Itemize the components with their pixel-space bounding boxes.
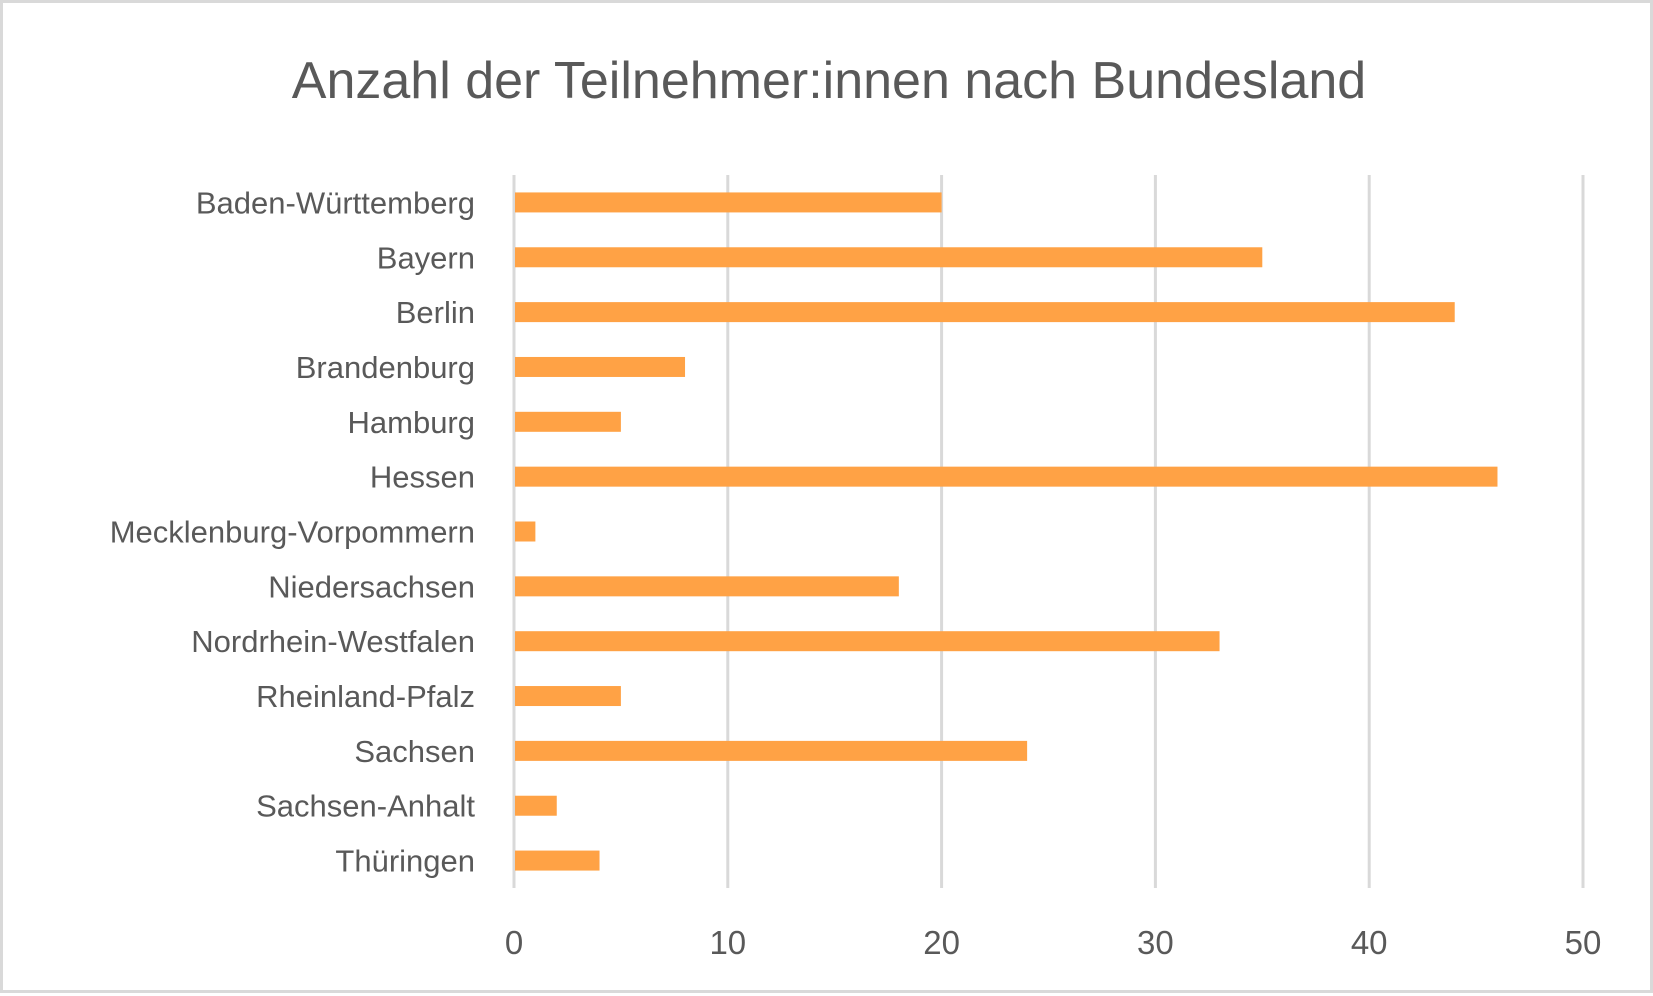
- x-axis-tick-labels: 0 10 20 30 40 50: [505, 924, 1602, 961]
- bar-chart: Anzahl der Teilnehmer:innen nach Bundesl…: [110, 52, 1602, 961]
- bar: [515, 631, 1220, 652]
- category-label: Berlin: [396, 295, 475, 330]
- category-label: Baden-Württemberg: [196, 185, 475, 220]
- category-label: Nordrhein-Westfalen: [191, 624, 475, 659]
- x-tick-label: 30: [1137, 924, 1174, 961]
- bar: [515, 521, 536, 542]
- bar: [515, 740, 1028, 761]
- chart-title: Anzahl der Teilnehmer:innen nach Bundesl…: [292, 52, 1366, 110]
- category-labels: Baden-Württemberg Bayern Berlin Brandenburg…: [110, 185, 476, 878]
- category-label: Rheinland-Pfalz: [256, 679, 475, 714]
- bar: [515, 576, 899, 597]
- x-tick-label: 0: [505, 924, 523, 961]
- category-label: Mecklenburg-Vorpommern: [110, 515, 475, 550]
- bar: [515, 302, 1455, 323]
- category-label: Niedersachsen: [268, 569, 475, 604]
- category-label: Thüringen: [335, 844, 475, 879]
- category-label: Hessen: [370, 460, 475, 495]
- bar: [515, 466, 1498, 487]
- category-label: Sachsen: [354, 734, 475, 769]
- category-label: Hamburg: [348, 405, 476, 440]
- bar: [515, 686, 621, 707]
- x-tick-label: 20: [923, 924, 960, 961]
- gridlines: [512, 175, 1585, 888]
- x-tick-label: 40: [1351, 924, 1388, 961]
- category-label: Bayern: [377, 240, 475, 275]
- bar: [515, 192, 942, 213]
- category-label: Sachsen-Anhalt: [256, 789, 475, 824]
- bar: [515, 850, 600, 871]
- bars: [515, 192, 1498, 871]
- category-label: Brandenburg: [296, 350, 475, 385]
- x-tick-label: 10: [709, 924, 746, 961]
- bar: [515, 411, 621, 432]
- bar: [515, 795, 557, 816]
- bar: [515, 356, 686, 377]
- x-tick-label: 50: [1565, 924, 1602, 961]
- bar: [515, 247, 1263, 268]
